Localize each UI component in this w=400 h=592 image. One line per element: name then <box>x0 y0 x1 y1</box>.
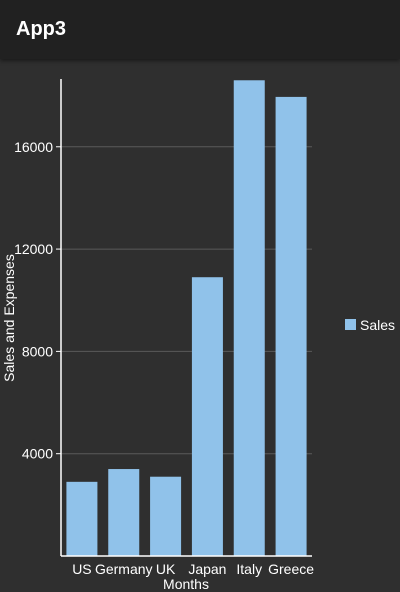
x-tick-label: Germany <box>95 561 153 577</box>
bar-germany[interactable] <box>108 469 140 556</box>
y-tick-label: 8000 <box>22 343 53 359</box>
x-tick-label: US <box>72 561 91 577</box>
x-tick-label: Italy <box>236 561 262 577</box>
legend-swatch-sales <box>345 319 356 330</box>
y-tick-labels: 4000 8000 12000 16000 <box>14 139 53 462</box>
app-bar: App3 <box>0 0 400 59</box>
y-tick-label: 16000 <box>14 139 53 155</box>
y-tick-label: 12000 <box>14 241 53 257</box>
bar-uk[interactable] <box>150 476 182 556</box>
bar-us[interactable] <box>66 481 98 556</box>
bars <box>66 80 307 557</box>
bar-greece[interactable] <box>275 96 307 556</box>
x-tick-label: Japan <box>188 561 226 577</box>
sales-bar-chart: 4000 8000 12000 16000 US Germany UK Japan Italy… <box>1 79 395 592</box>
x-tick-label: Greece <box>268 561 314 577</box>
grid-lines <box>56 146 312 455</box>
x-tick-label: UK <box>156 561 176 577</box>
y-tick-label: 4000 <box>22 446 53 462</box>
y-axis-title: Sales and Expenses <box>1 254 17 382</box>
bar-japan[interactable] <box>191 277 223 556</box>
bar-italy[interactable] <box>233 80 265 557</box>
x-tick-labels: US Germany UK Japan Italy Greece <box>72 561 314 577</box>
x-axis-title: Months <box>163 576 209 592</box>
legend[interactable]: Sales <box>345 317 395 333</box>
legend-label-sales: Sales <box>360 317 395 333</box>
chart-area: 4000 8000 12000 16000 US Germany UK Japan Italy… <box>0 59 400 592</box>
app-title: App3 <box>16 18 66 40</box>
